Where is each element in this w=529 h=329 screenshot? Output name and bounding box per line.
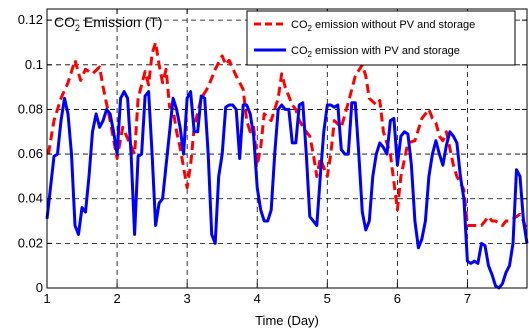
y-tick-label: 0.1: [25, 57, 43, 72]
plot-frame: [46, 8, 528, 289]
series-line-with-pv: [45, 90, 529, 290]
y-tick-label: 0.12: [18, 12, 43, 27]
x-tick-label: 6: [394, 291, 401, 306]
legend: CO2 emission without PV and storage CO2 …: [246, 10, 516, 66]
y-tick-label: 0: [36, 280, 43, 295]
y-tick-label: 0.08: [18, 101, 43, 116]
x-tick-label: 4: [254, 291, 261, 306]
x-tick-label: 2: [113, 291, 120, 306]
y-tick-label: 0.02: [18, 235, 43, 250]
legend-label-with-pv: CO2 emission with PV and storage: [291, 45, 460, 59]
x-tick-label: 7: [464, 291, 471, 306]
y-tick-label: 0.06: [18, 146, 43, 161]
legend-label-without-pv: CO2 emission without PV and storage: [291, 19, 475, 33]
axis-ticks: 1 2 3 4 5 6 7 0 0.02 0.04 0.06 0.08 0.1 0.12: [18, 9, 527, 306]
chart-title: CO2 Emission (T): [54, 14, 162, 33]
series-lines: [45, 41, 529, 290]
x-tick-label: 5: [324, 291, 331, 306]
x-tick-label: 3: [184, 291, 191, 306]
legend-box: [246, 10, 516, 66]
x-tick-label: 1: [43, 291, 50, 306]
y-tick-label: 0.04: [18, 191, 43, 206]
x-axis-title: Time (Day): [255, 313, 319, 328]
